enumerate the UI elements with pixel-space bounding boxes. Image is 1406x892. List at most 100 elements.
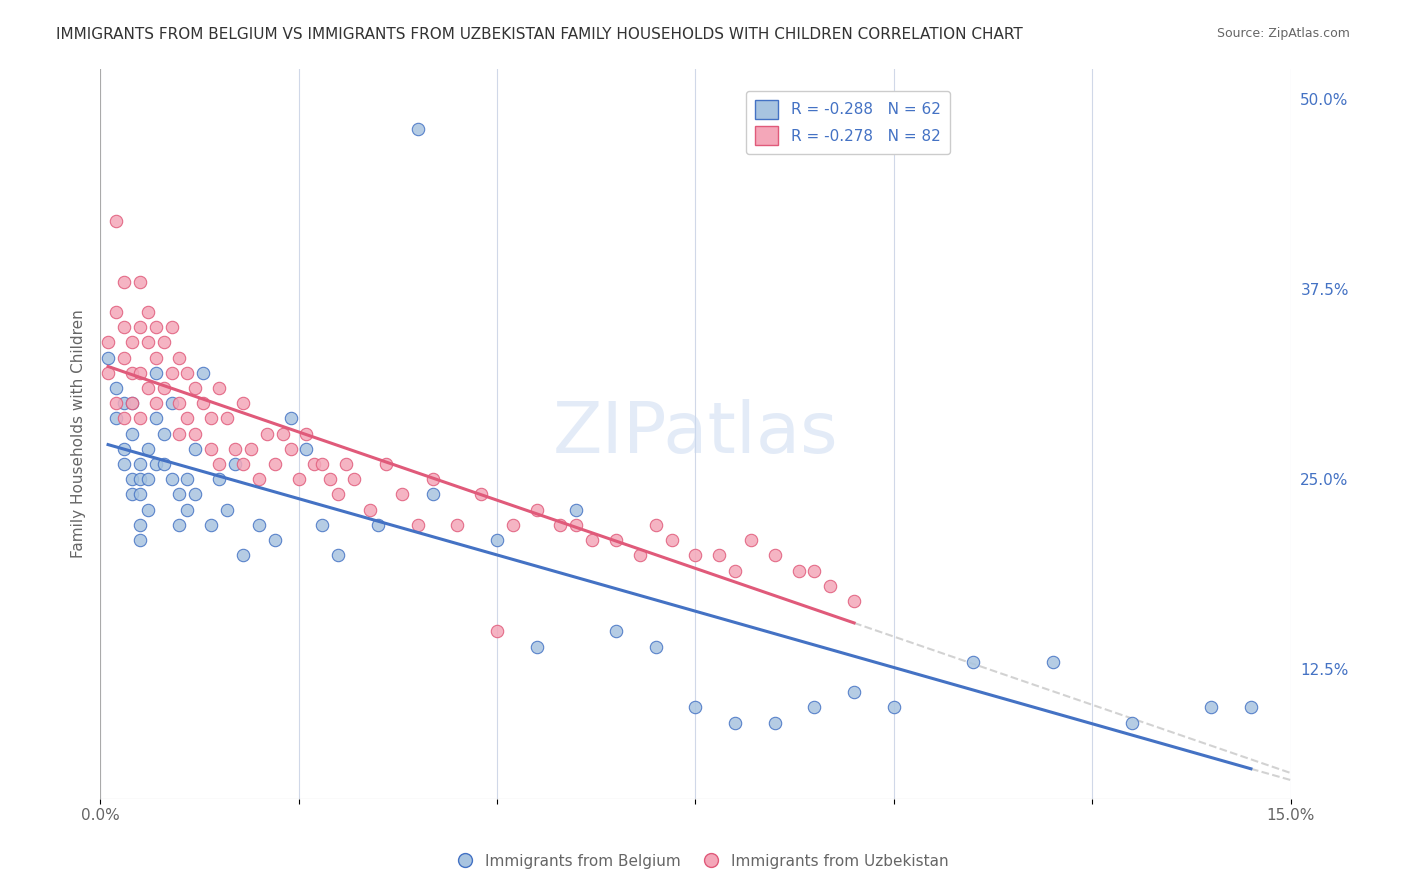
Point	[263, 533, 285, 548]
Point	[128, 517, 150, 532]
Point	[136, 335, 159, 350]
Point	[842, 594, 865, 608]
Point	[112, 396, 135, 410]
Point	[406, 122, 429, 136]
Legend: Immigrants from Belgium, Immigrants from Uzbekistan: Immigrants from Belgium, Immigrants from…	[451, 848, 955, 875]
Point	[263, 457, 285, 471]
Point	[565, 502, 588, 516]
Point	[145, 457, 167, 471]
Point	[391, 487, 413, 501]
Point	[605, 624, 627, 639]
Point	[160, 396, 183, 410]
Point	[422, 472, 444, 486]
Point	[97, 351, 120, 365]
Point	[145, 351, 167, 365]
Point	[470, 487, 492, 501]
Point	[105, 396, 128, 410]
Point	[184, 381, 207, 395]
Point	[239, 442, 262, 456]
Point	[112, 457, 135, 471]
Point	[446, 517, 468, 532]
Legend: R = -0.288   N = 62, R = -0.278   N = 82: R = -0.288 N = 62, R = -0.278 N = 82	[747, 91, 949, 154]
Point	[644, 517, 666, 532]
Point	[184, 487, 207, 501]
Point	[335, 457, 357, 471]
Point	[1240, 700, 1263, 714]
Point	[152, 335, 174, 350]
Point	[256, 426, 278, 441]
Point	[176, 502, 198, 516]
Point	[128, 457, 150, 471]
Point	[145, 366, 167, 380]
Point	[169, 426, 191, 441]
Point	[422, 487, 444, 501]
Text: IMMIGRANTS FROM BELGIUM VS IMMIGRANTS FROM UZBEKISTAN FAMILY HOUSEHOLDS WITH CHI: IMMIGRANTS FROM BELGIUM VS IMMIGRANTS FR…	[56, 27, 1024, 42]
Point	[160, 366, 183, 380]
Point	[661, 533, 683, 548]
Point	[121, 472, 143, 486]
Point	[160, 472, 183, 486]
Point	[128, 533, 150, 548]
Point	[97, 335, 120, 350]
Point	[485, 624, 508, 639]
Point	[217, 502, 239, 516]
Point	[121, 335, 143, 350]
Point	[526, 640, 548, 654]
Point	[605, 533, 627, 548]
Point	[247, 517, 270, 532]
Point	[842, 685, 865, 699]
Point	[280, 442, 302, 456]
Point	[328, 487, 350, 501]
Point	[311, 457, 333, 471]
Point	[152, 381, 174, 395]
Text: ZIPatlas: ZIPatlas	[553, 399, 838, 468]
Point	[740, 533, 762, 548]
Point	[121, 426, 143, 441]
Point	[105, 213, 128, 227]
Point	[359, 502, 381, 516]
Point	[550, 517, 572, 532]
Point	[1042, 655, 1064, 669]
Point	[224, 457, 246, 471]
Point	[208, 457, 231, 471]
Point	[145, 320, 167, 334]
Point	[112, 411, 135, 425]
Point	[169, 487, 191, 501]
Point	[136, 502, 159, 516]
Point	[311, 517, 333, 532]
Point	[128, 275, 150, 289]
Y-axis label: Family Households with Children: Family Households with Children	[72, 310, 86, 558]
Point	[287, 472, 309, 486]
Point	[502, 517, 524, 532]
Point	[685, 549, 707, 563]
Point	[217, 411, 239, 425]
Point	[200, 411, 222, 425]
Point	[176, 472, 198, 486]
Point	[169, 351, 191, 365]
Point	[763, 549, 786, 563]
Point	[121, 396, 143, 410]
Point	[295, 442, 318, 456]
Point	[152, 457, 174, 471]
Point	[105, 411, 128, 425]
Point	[208, 381, 231, 395]
Point	[176, 366, 198, 380]
Point	[193, 366, 215, 380]
Point	[628, 549, 651, 563]
Point	[121, 366, 143, 380]
Point	[136, 305, 159, 319]
Point	[803, 564, 825, 578]
Point	[787, 564, 810, 578]
Point	[112, 320, 135, 334]
Point	[128, 487, 150, 501]
Point	[280, 411, 302, 425]
Point	[232, 549, 254, 563]
Point	[319, 472, 342, 486]
Point	[121, 487, 143, 501]
Point	[128, 366, 150, 380]
Point	[232, 457, 254, 471]
Point	[724, 715, 747, 730]
Point	[1199, 700, 1222, 714]
Point	[803, 700, 825, 714]
Point	[367, 517, 389, 532]
